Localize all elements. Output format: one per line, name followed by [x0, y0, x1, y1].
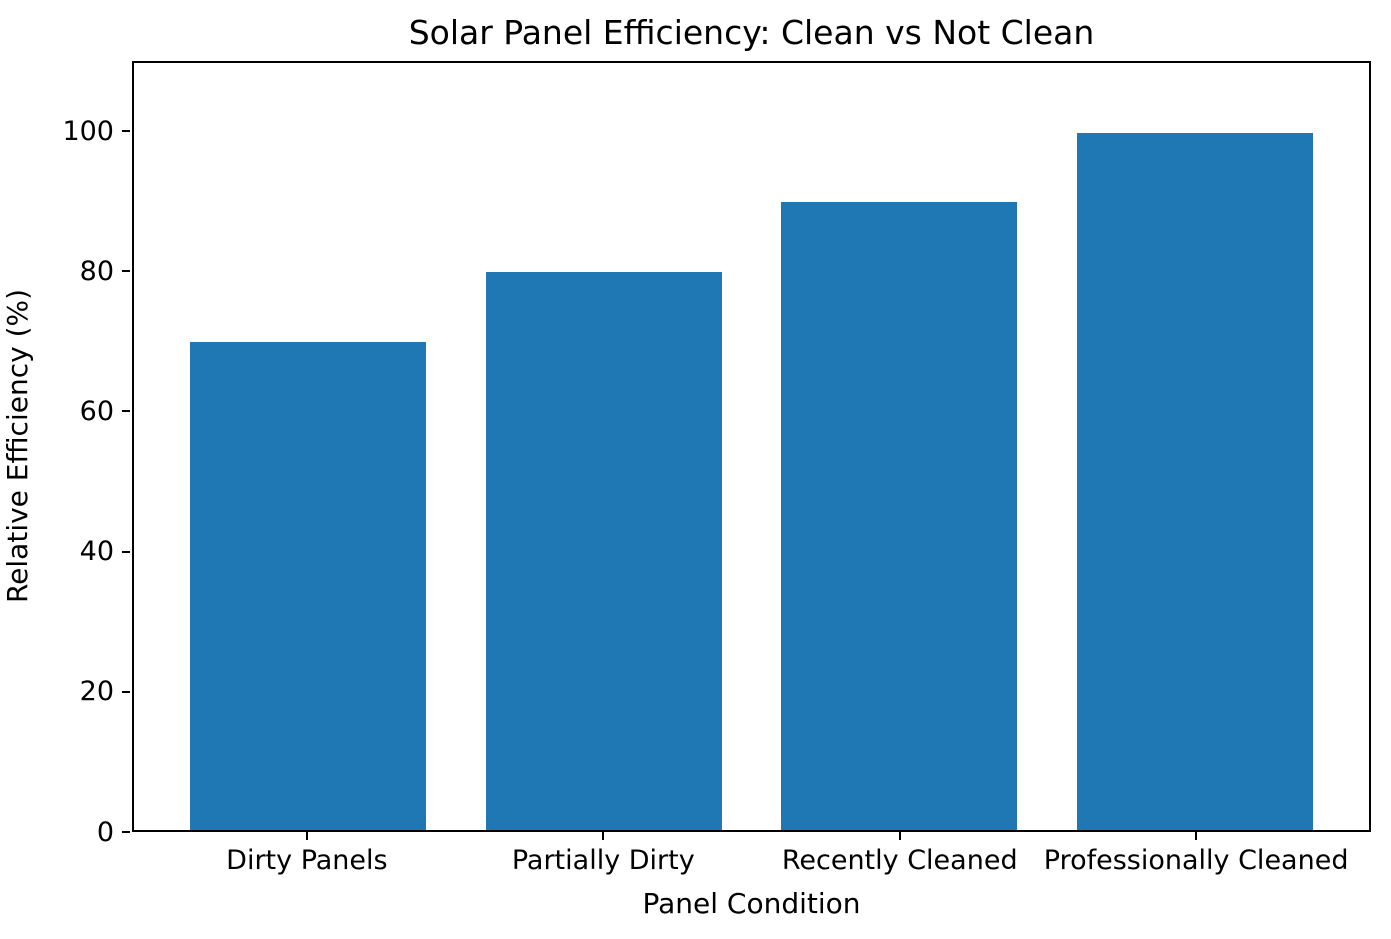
x-tick-label: Dirty Panels [226, 845, 388, 876]
x-tick-mark [602, 832, 605, 840]
bar-partially-dirty [485, 272, 722, 830]
chart-title: Solar Panel Efficiency: Clean vs Not Cle… [408, 13, 1095, 52]
x-axis-label: Panel Condition [642, 887, 861, 920]
bar-dirty-panels [190, 341, 427, 830]
y-tick-label: 100 [62, 115, 114, 147]
y-axis-label: Relative Efficiency (%) [1, 288, 34, 604]
x-tick-label: Partially Dirty [511, 845, 695, 876]
y-tick-label: 20 [79, 676, 114, 708]
x-tick-label: Recently Cleaned [781, 845, 1018, 876]
y-tick-label: 80 [79, 255, 114, 287]
x-tick-label: Professionally Cleaned [1043, 845, 1349, 876]
y-tick-mark [122, 270, 130, 273]
x-tick-mark [305, 832, 308, 840]
y-tick-mark [122, 130, 130, 133]
bar-recently-cleaned [781, 202, 1018, 830]
y-tick-label: 40 [79, 536, 114, 568]
y-tick-mark [122, 410, 130, 413]
y-tick-label: 0 [96, 816, 114, 848]
y-tick-label: 60 [79, 395, 114, 427]
plot-area [132, 61, 1371, 832]
bar-professionally-cleaned [1076, 132, 1313, 830]
y-tick-mark [122, 690, 130, 693]
y-tick-mark [122, 831, 130, 833]
x-tick-mark [1195, 832, 1198, 840]
x-tick-mark [898, 832, 901, 840]
y-tick-mark [122, 550, 130, 553]
